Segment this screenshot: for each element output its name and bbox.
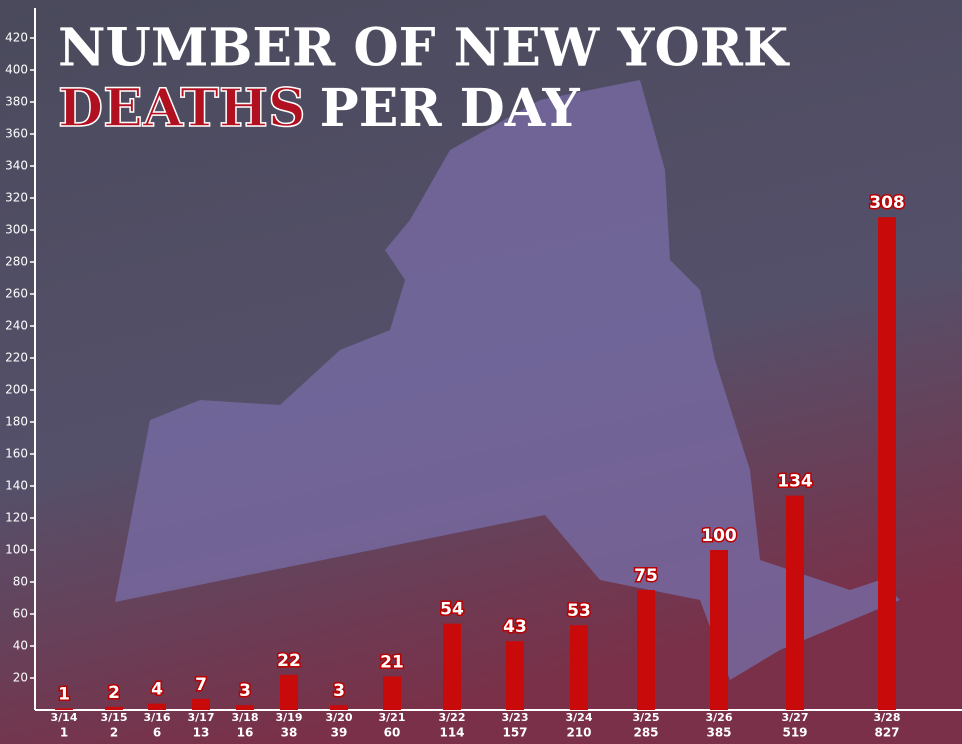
x-tick-label: 3/27 [782, 711, 809, 724]
bar [570, 625, 588, 710]
y-tick-label: 220 [5, 351, 28, 365]
total-label: 2 [110, 726, 118, 740]
x-tick-label: 3/28 [874, 711, 901, 724]
bar [878, 217, 896, 710]
y-tick-label: 140 [5, 479, 28, 493]
bar [280, 674, 298, 710]
total-label: 519 [782, 726, 807, 740]
total-label: 285 [633, 726, 658, 740]
y-tick-label: 200 [5, 383, 28, 397]
value-label: 134 [777, 472, 813, 492]
value-label: 7 [195, 675, 207, 695]
bar [55, 708, 73, 710]
x-tick-label: 3/15 [101, 711, 128, 724]
y-tick-label: 180 [5, 415, 28, 429]
y-tick-label: 20 [13, 671, 28, 685]
total-label: 827 [874, 726, 899, 740]
bar [786, 495, 804, 710]
value-label: 43 [503, 617, 527, 637]
x-tick-label: 3/14 [51, 711, 78, 724]
x-tick-label: 3/20 [326, 711, 353, 724]
x-tick-label: 3/19 [276, 711, 303, 724]
title-line: DEATHS PER DAY [58, 78, 581, 139]
total-label: 114 [439, 726, 464, 740]
y-tick-label: 60 [13, 607, 28, 621]
y-tick-label: 420 [5, 31, 28, 45]
total-label: 16 [237, 726, 254, 740]
y-tick-label: 360 [5, 127, 28, 141]
y-tick-label: 40 [13, 639, 28, 653]
value-label: 75 [634, 566, 658, 586]
bar [105, 706, 123, 710]
value-label: 3 [333, 681, 345, 701]
x-tick-label: 3/18 [232, 711, 259, 724]
bar [383, 676, 401, 710]
total-label: 385 [706, 726, 731, 740]
value-label: 53 [567, 601, 591, 621]
total-label: 60 [384, 726, 401, 740]
value-label: 1 [58, 684, 70, 704]
value-label: 21 [380, 652, 404, 672]
value-label: 3 [239, 681, 251, 701]
title-highlight: DEATHS [58, 78, 306, 139]
x-tick-label: 3/22 [439, 711, 466, 724]
value-label: 308 [869, 193, 905, 213]
x-tick-label: 3/17 [188, 711, 215, 724]
title-rest: PER DAY [320, 78, 581, 139]
value-label: 22 [277, 651, 301, 671]
total-label: 6 [153, 726, 161, 740]
value-label: 4 [151, 680, 163, 700]
y-tick-label: 320 [5, 191, 28, 205]
value-label: 100 [701, 526, 737, 546]
y-tick-label: 120 [5, 511, 28, 525]
value-label: 2 [108, 683, 120, 703]
total-label: 1 [60, 726, 68, 740]
y-tick-label: 80 [13, 575, 28, 589]
y-tick-label: 100 [5, 543, 28, 557]
total-label: 13 [193, 726, 210, 740]
bar [637, 590, 655, 710]
y-tick-label: 240 [5, 319, 28, 333]
y-tick-label: 400 [5, 63, 28, 77]
x-tick-label: 3/23 [502, 711, 529, 724]
x-tick-label: 3/25 [633, 711, 660, 724]
bar [443, 623, 461, 710]
y-tick-label: 380 [5, 95, 28, 109]
y-tick-label: 340 [5, 159, 28, 173]
y-tick-label: 300 [5, 223, 28, 237]
bar [330, 705, 348, 710]
y-tick-label: 280 [5, 255, 28, 269]
x-tick-label: 3/16 [144, 711, 171, 724]
y-tick-label: 160 [5, 447, 28, 461]
bar [148, 703, 166, 710]
x-tick-label: 3/24 [566, 711, 593, 724]
x-tick-label: 3/26 [706, 711, 733, 724]
total-label: 38 [281, 726, 298, 740]
bar [192, 698, 210, 710]
bar [506, 641, 524, 710]
y-tick-label: 260 [5, 287, 28, 301]
total-label: 157 [502, 726, 527, 740]
bar [236, 705, 254, 710]
title-line: NUMBER OF NEW YORK [58, 18, 790, 79]
total-label: 39 [331, 726, 348, 740]
value-label: 54 [440, 600, 464, 620]
bar [710, 550, 728, 710]
total-label: 210 [566, 726, 591, 740]
x-tick-label: 3/21 [379, 711, 406, 724]
state-silhouette [115, 80, 900, 680]
